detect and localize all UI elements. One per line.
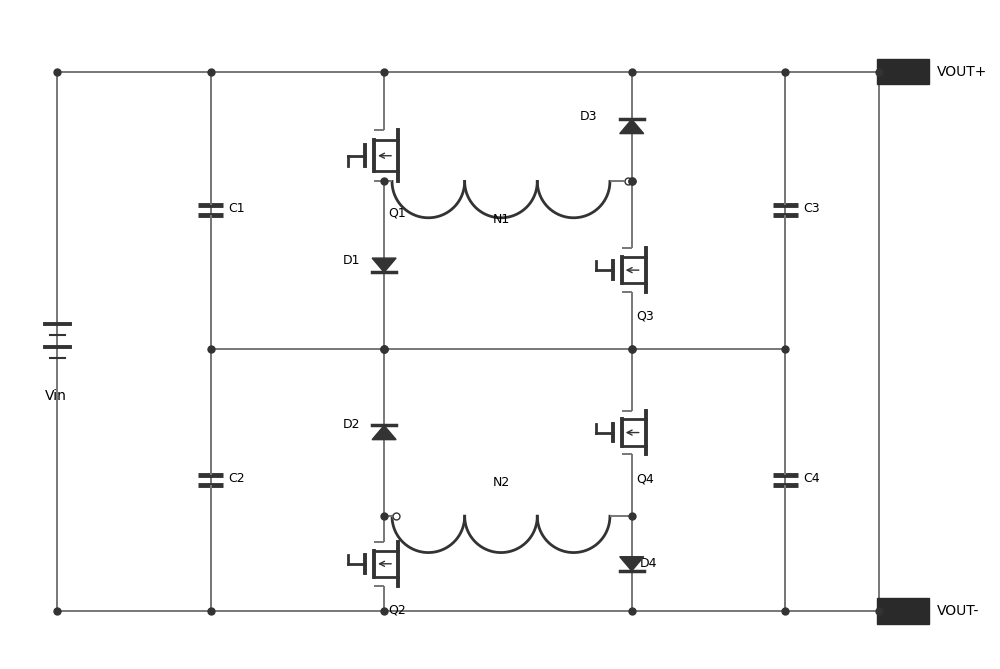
Text: C2: C2 xyxy=(229,472,245,484)
Polygon shape xyxy=(620,557,644,571)
Text: Vin: Vin xyxy=(45,389,67,403)
Text: C4: C4 xyxy=(803,472,820,484)
Text: C3: C3 xyxy=(803,202,820,215)
Text: VOUT-: VOUT- xyxy=(937,604,979,618)
Polygon shape xyxy=(620,120,644,134)
Text: D2: D2 xyxy=(343,418,360,431)
Text: Q1: Q1 xyxy=(388,206,406,219)
Text: Q3: Q3 xyxy=(637,310,654,322)
Text: N1: N1 xyxy=(492,213,510,226)
FancyBboxPatch shape xyxy=(877,59,929,84)
Text: N2: N2 xyxy=(492,476,510,488)
FancyBboxPatch shape xyxy=(877,599,929,624)
Text: D1: D1 xyxy=(343,254,360,267)
Text: D4: D4 xyxy=(640,557,657,570)
Text: Q4: Q4 xyxy=(637,472,654,485)
Polygon shape xyxy=(372,425,396,440)
Text: VOUT+: VOUT+ xyxy=(937,64,987,78)
Text: C1: C1 xyxy=(229,202,245,215)
Text: Q2: Q2 xyxy=(388,603,406,616)
Text: D3: D3 xyxy=(580,110,598,123)
Polygon shape xyxy=(372,258,396,272)
